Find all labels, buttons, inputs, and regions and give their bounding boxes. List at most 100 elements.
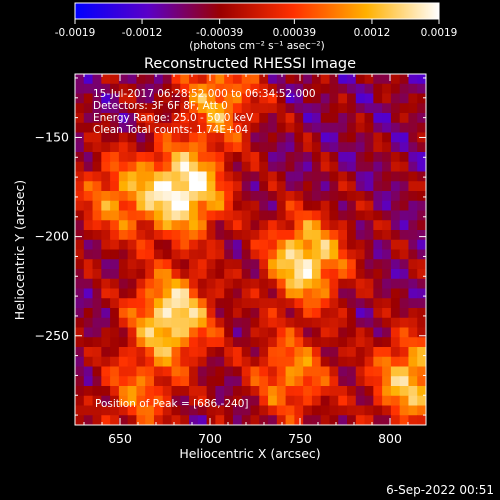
heatmap-cell	[382, 356, 392, 367]
heatmap-cell	[250, 356, 260, 367]
heatmap-cell	[232, 376, 243, 387]
heatmap-cell	[347, 317, 357, 328]
heatmap-cell	[276, 356, 287, 367]
heatmap-cell	[171, 83, 181, 94]
heatmap-cell	[338, 278, 348, 289]
heatmap-cell	[338, 103, 348, 114]
heatmap-cell	[83, 269, 93, 280]
heatmap-cell	[355, 200, 365, 211]
heatmap-cell	[241, 269, 251, 280]
heatmap-cell	[373, 317, 383, 328]
heatmap-cell	[399, 74, 409, 85]
heatmap-cell	[241, 317, 251, 328]
heatmap-cell	[101, 366, 111, 377]
heatmap-cell	[373, 220, 383, 231]
heatmap-cell	[373, 386, 383, 397]
heatmap-cell	[118, 152, 129, 163]
heatmap-cell	[189, 366, 199, 377]
heatmap-cell	[294, 347, 304, 358]
heatmap-cell	[232, 132, 243, 143]
heatmap-cell	[215, 269, 225, 280]
heatmap-cell	[355, 113, 365, 124]
heatmap-cell	[303, 171, 313, 182]
heatmap-cell	[136, 103, 146, 114]
heatmap-cell	[215, 405, 225, 416]
heatmap-cell	[162, 259, 172, 270]
heatmap-cell	[189, 269, 199, 280]
heatmap-cell	[347, 288, 357, 299]
heatmap-cell	[303, 249, 313, 260]
heatmap-cell	[197, 327, 208, 338]
heatmap-cell	[127, 288, 137, 299]
heatmap-cell	[206, 317, 216, 328]
heatmap-cell	[180, 122, 190, 133]
heatmap-cell	[153, 269, 164, 280]
heatmap-cell	[101, 103, 111, 114]
heatmap-cell	[189, 113, 199, 124]
heatmap-cell	[417, 366, 427, 377]
heatmap-cell	[162, 142, 172, 153]
heatmap-cell	[215, 122, 225, 133]
heatmap-cell	[355, 239, 365, 250]
heatmap-cell	[329, 376, 339, 387]
heatmap-cell	[373, 327, 383, 338]
heatmap-cell	[232, 327, 243, 338]
heatmap-cell	[320, 288, 330, 299]
heatmap-cell	[110, 308, 120, 319]
heatmap-cell	[118, 376, 129, 387]
heatmap-cell	[241, 230, 251, 241]
heatmap-cell	[136, 132, 146, 143]
heatmap-cell	[153, 132, 164, 143]
heatmap-cell	[75, 83, 85, 94]
heatmap-cell	[303, 366, 313, 377]
heatmap-cell	[320, 356, 330, 367]
heatmap-cell	[355, 405, 365, 416]
heatmap-cell	[153, 386, 164, 397]
heatmap-cell	[338, 269, 348, 280]
heatmap-cell	[136, 210, 146, 221]
heatmap-cell	[417, 220, 427, 231]
heatmap-cell	[110, 230, 120, 241]
heatmap-cell	[329, 230, 339, 241]
heatmap-cell	[417, 230, 427, 241]
heatmap-cell	[259, 191, 269, 202]
heatmap-cell	[75, 308, 85, 319]
heatmap-cell	[127, 93, 137, 104]
heatmap-cell	[171, 288, 181, 299]
heatmap-cell	[399, 337, 409, 348]
heatmap-cell	[101, 308, 111, 319]
heatmap-cell	[417, 269, 427, 280]
heatmap-cell	[294, 152, 304, 163]
heatmap-cell	[250, 298, 260, 309]
heatmap-cell	[232, 122, 243, 133]
heatmap-cell	[364, 386, 374, 397]
heatmap-cell	[276, 386, 287, 397]
heatmap-cell	[75, 181, 85, 192]
heatmap-cell	[329, 259, 339, 270]
heatmap-cell	[268, 83, 278, 94]
colorbar: -0.0019 -0.0012 -0.00039 0.00039 0.0012 0.001…	[55, 2, 457, 52]
heatmap-cell	[311, 386, 322, 397]
heatmap-cell	[197, 191, 208, 202]
heatmap-cell	[355, 171, 365, 182]
heatmap-cell	[215, 347, 225, 358]
heatmap-cell	[101, 415, 111, 426]
heatmap-cell	[224, 386, 234, 397]
heatmap-cell	[311, 161, 322, 172]
heatmap-cell	[338, 210, 348, 221]
heatmap-cell	[347, 239, 357, 250]
heatmap-cell	[136, 366, 146, 377]
heatmap-cell	[127, 103, 137, 114]
heatmap-cell	[408, 347, 418, 358]
heatmap-cell	[259, 405, 269, 416]
heatmap-cell	[355, 366, 365, 377]
heatmap-cell	[382, 230, 392, 241]
heatmap-cell	[294, 132, 304, 143]
heatmap-cell	[136, 395, 146, 406]
heatmap-cell	[355, 317, 365, 328]
x-tick-label: 650	[108, 431, 132, 446]
heatmap-cell	[303, 220, 313, 231]
heatmap-cell	[101, 181, 111, 192]
heatmap-cell	[294, 259, 304, 270]
heatmap-cell	[189, 405, 199, 416]
